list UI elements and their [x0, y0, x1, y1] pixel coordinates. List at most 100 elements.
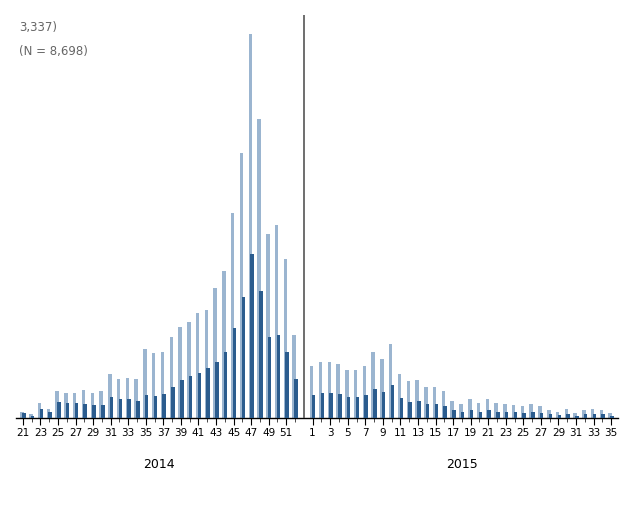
Bar	[582, 410, 586, 418]
Bar	[496, 412, 500, 418]
Bar	[468, 399, 472, 418]
Bar	[415, 380, 419, 418]
Bar	[399, 398, 403, 418]
Bar	[417, 401, 420, 418]
Bar	[82, 390, 85, 418]
Bar	[38, 403, 41, 418]
Bar	[566, 414, 570, 418]
Bar	[593, 414, 596, 418]
Bar	[424, 387, 427, 418]
Bar	[242, 297, 245, 418]
Bar	[610, 416, 614, 418]
Bar	[126, 378, 129, 418]
Bar	[549, 415, 552, 418]
Bar	[29, 414, 32, 418]
Bar	[564, 409, 568, 418]
Bar	[328, 362, 331, 418]
Bar	[382, 392, 385, 418]
Bar	[347, 396, 351, 418]
Bar	[31, 416, 34, 418]
Bar	[391, 385, 394, 418]
Bar	[55, 391, 59, 418]
Bar	[93, 405, 96, 418]
Bar	[602, 415, 605, 418]
Bar	[20, 412, 24, 418]
Bar	[171, 387, 175, 418]
Bar	[575, 416, 579, 418]
Bar	[310, 366, 313, 418]
Bar	[443, 407, 447, 418]
Bar	[600, 411, 603, 418]
Bar	[408, 402, 412, 418]
Bar	[512, 405, 515, 418]
Bar	[250, 255, 254, 418]
Bar	[276, 335, 280, 418]
Bar	[214, 288, 217, 418]
Bar	[136, 400, 139, 418]
Bar	[373, 388, 377, 418]
Bar	[503, 404, 507, 418]
Bar	[406, 381, 410, 418]
Bar	[363, 366, 366, 418]
Bar	[100, 391, 103, 418]
Bar	[522, 413, 526, 418]
Bar	[389, 344, 392, 418]
Bar	[521, 407, 524, 418]
Bar	[398, 374, 401, 418]
Bar	[435, 404, 438, 418]
Bar	[538, 407, 541, 418]
Bar	[557, 415, 561, 418]
Bar	[189, 376, 192, 418]
Bar	[479, 412, 482, 418]
Bar	[547, 410, 550, 418]
Bar	[442, 391, 445, 418]
Bar	[101, 405, 105, 418]
Bar	[450, 400, 454, 418]
Bar	[73, 392, 77, 418]
Bar	[266, 234, 269, 418]
Bar	[591, 409, 595, 418]
Bar	[117, 379, 120, 418]
Bar	[196, 313, 199, 418]
Bar	[505, 412, 508, 418]
Bar	[345, 370, 349, 418]
Bar	[356, 396, 359, 418]
Bar	[338, 394, 342, 418]
Bar	[477, 403, 481, 418]
Bar	[47, 409, 50, 418]
Bar	[169, 337, 173, 418]
Bar	[249, 34, 252, 418]
Bar	[240, 153, 243, 418]
Bar	[268, 337, 271, 418]
Bar	[292, 335, 296, 418]
Bar	[584, 415, 587, 418]
Bar	[556, 412, 559, 418]
Bar	[452, 411, 456, 418]
Bar	[110, 397, 113, 418]
Bar	[233, 328, 236, 418]
Bar	[354, 370, 358, 418]
Bar	[459, 404, 463, 418]
Bar	[64, 393, 68, 418]
Bar	[39, 409, 43, 418]
Bar	[75, 403, 78, 418]
Bar	[180, 380, 184, 418]
Bar	[540, 413, 543, 418]
Bar	[380, 359, 384, 418]
Bar	[187, 322, 191, 418]
Bar	[486, 399, 489, 418]
Bar	[531, 412, 534, 418]
Bar	[161, 352, 164, 418]
Bar	[514, 412, 517, 418]
Bar	[312, 395, 315, 418]
Bar	[336, 364, 340, 418]
Bar	[231, 213, 235, 418]
Bar	[529, 404, 533, 418]
Bar	[461, 412, 465, 418]
Bar	[426, 404, 429, 418]
Bar	[319, 362, 322, 418]
Bar	[145, 395, 148, 418]
Bar	[134, 379, 138, 418]
Bar	[91, 392, 94, 418]
Bar	[294, 379, 298, 418]
